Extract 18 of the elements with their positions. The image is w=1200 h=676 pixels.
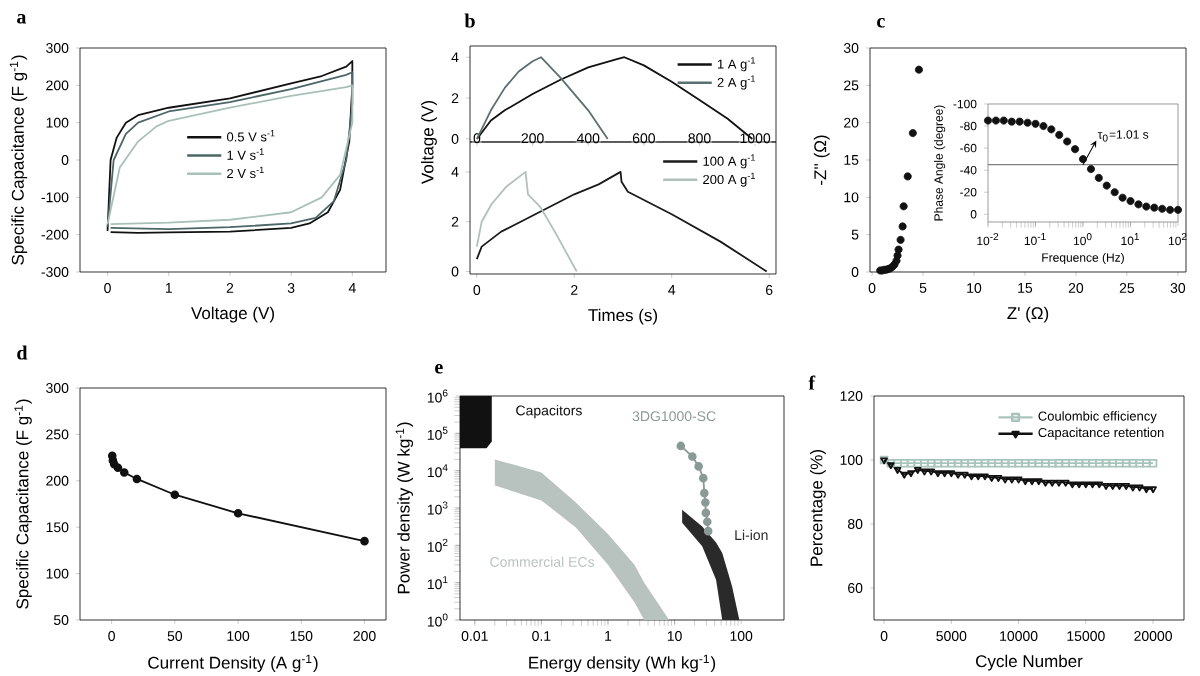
y-axis-title: Power density (W kg$^{-1}$): [395, 422, 414, 594]
y-axis-title: -Z'' (Ω): [813, 135, 830, 185]
x-axis-title: Current Density (A g$^{-1}$): [148, 654, 318, 673]
x-axis-title: Energy density (Wh kg$^{-1}$): [529, 654, 716, 673]
x-axis-title: Cycle Number: [976, 654, 1083, 671]
chart-title: c: [877, 17, 885, 28]
chart-title: f: [808, 375, 816, 390]
chart-title: d: [17, 345, 28, 360]
x-axis-title: Z' (Ω): [1007, 306, 1049, 323]
chart-title: e: [435, 364, 443, 374]
chart-title: a: [17, 14, 27, 24]
y-axis-title: Percentage (%): [809, 450, 826, 566]
y-axis-title: Specific Capacitance (F g$^{-1}$): [14, 399, 32, 609]
x-axis-title: Voltage (V): [191, 306, 274, 323]
y-axis-title: Specific Capacitance (F g$^{-1}$): [9, 55, 28, 265]
y-axis-title: Voltage (V): [421, 101, 437, 184]
x-axis-title: Times (s): [588, 308, 658, 325]
chart-title: b: [464, 13, 475, 28]
